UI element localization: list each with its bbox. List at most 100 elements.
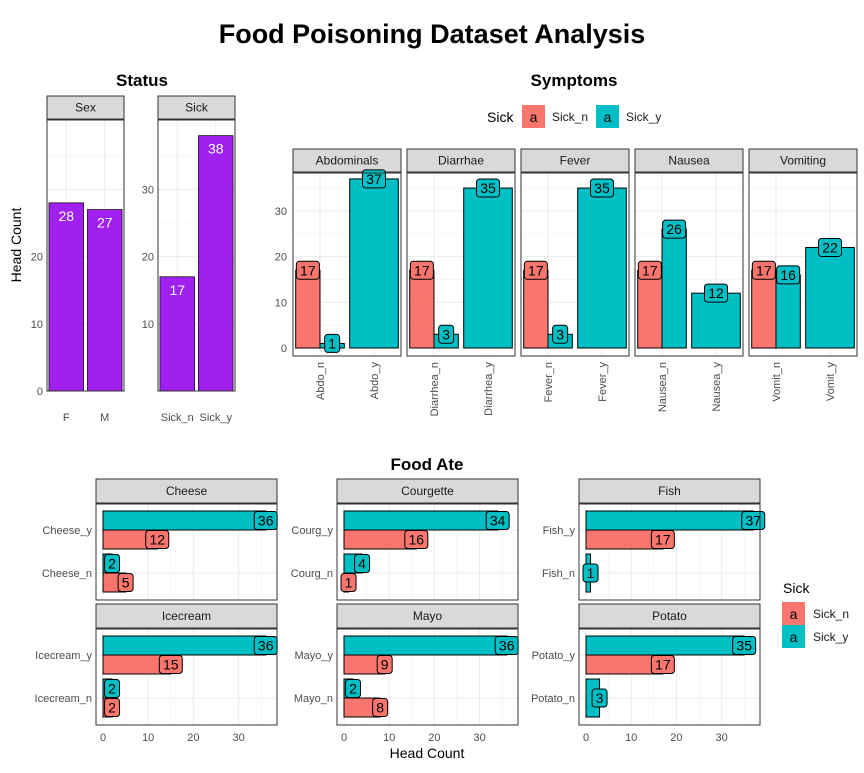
- symptoms-bar-label-sick-y: 1: [328, 335, 336, 351]
- symptoms-bar-sick-n: [523, 269, 549, 349]
- symptoms-legend-title: Sick: [487, 109, 514, 125]
- symptoms-bar-sick-y: [775, 274, 801, 349]
- status-y-tick: 10: [142, 319, 154, 331]
- food-bar-label-sick-y: 37: [745, 513, 761, 529]
- status-y-tick: 10: [31, 319, 43, 331]
- symptoms-bar-label-sick-y: 12: [708, 285, 724, 301]
- food-bar-sick-y: [102, 635, 267, 656]
- symptoms-panel-border: [634, 172, 744, 357]
- food-bar-label-sick-y-box: [345, 679, 362, 698]
- symptoms-legend-label: Sick_n: [552, 110, 588, 124]
- symptoms-panel-border: [406, 172, 516, 357]
- symptoms-x-tick: Abdo_n: [315, 362, 327, 400]
- status-panel-border: [157, 119, 236, 392]
- symptoms-bar-label-sick-y-box: [704, 283, 728, 303]
- food-bar-sick-y: [343, 510, 499, 531]
- food-bar-label-sick-n-box: [404, 530, 429, 549]
- symptoms-bar-label-sick-y-box: [552, 324, 569, 344]
- symptoms-bar-label-sick-y-box: [324, 333, 341, 353]
- food-strip-mayo: Mayo: [413, 609, 443, 623]
- symptoms-bar-label-sick-y: 26: [666, 221, 682, 237]
- symptoms-bar-label-sick-y-box: [662, 219, 687, 239]
- food-bar-label-sick-y: 4: [358, 556, 366, 572]
- symptoms-x-tick: Vomit_n: [771, 362, 783, 402]
- symptoms-bar-label-sick-n: 17: [414, 262, 430, 278]
- status-y-tick: 20: [142, 252, 154, 264]
- symptoms-strip-fever-bg: [520, 148, 630, 173]
- food-bar-label-sick-n-box: [372, 698, 389, 717]
- symptoms-x-tick: Fever_y: [597, 362, 609, 402]
- food-bar-label-sick-n: 5: [122, 575, 130, 591]
- food-bar-label-sick-n-box: [650, 530, 675, 549]
- symptoms-strip-abdominals: Abdominals: [316, 154, 379, 168]
- food-panel-border: [336, 628, 519, 726]
- food-strip-mayo-bg: [336, 603, 519, 629]
- symptoms-panel-border: [748, 172, 858, 357]
- food-bar-label-sick-y: 1: [587, 565, 595, 581]
- symptoms-bar-label-sick-n-box: [637, 260, 662, 280]
- symptoms-bar-label-sick-y-box: [438, 324, 455, 344]
- food-y-tick: Cheese_y: [42, 525, 92, 537]
- food-legend-key-glyph: a: [790, 629, 798, 645]
- symptoms-bar-label-sick-n-box: [295, 260, 320, 280]
- symptoms-x-tick: Diarrhea_n: [429, 362, 441, 416]
- status-y-tick: 20: [31, 252, 43, 264]
- symptoms-bar-label-sick-y: 3: [556, 326, 564, 342]
- food-panel-border: [95, 503, 278, 601]
- symptoms-panel-border: [520, 172, 630, 357]
- food-bar-label-sick-n: 8: [376, 700, 384, 716]
- food-bar-label-sick-y: 2: [108, 556, 116, 572]
- food-x-tick: 20: [428, 732, 440, 744]
- status-bar: [87, 209, 123, 392]
- food-bar-sick-y: [102, 510, 267, 531]
- symptoms-x-tick: Nausea_y: [711, 362, 723, 412]
- symptoms-bar-label-sick-y-box: [476, 178, 500, 198]
- food-x-tick: 30: [715, 732, 727, 744]
- food-bar-label-sick-y: 3: [596, 690, 604, 706]
- symptoms-bar-label-sick-y: 16: [780, 267, 796, 283]
- food-bar-label-sick-n: 17: [655, 532, 671, 548]
- status-strip-sex: Sex: [75, 101, 96, 115]
- food-legend-label: Sick_n: [813, 607, 849, 621]
- status-x-tick: Sick_y: [200, 412, 233, 424]
- food-bar-label-sick-y-box: [582, 563, 599, 583]
- food-x-tick: 0: [583, 732, 589, 744]
- status-x-tick: F: [63, 412, 70, 424]
- food-bar-label-sick-y: 35: [736, 638, 752, 654]
- food-legend-label: Sick_y: [813, 630, 848, 644]
- food-legend-title: Sick: [783, 580, 810, 596]
- food-bar-label-sick-n: 16: [409, 532, 425, 548]
- food-strip-icecream: Icecream: [162, 609, 211, 623]
- symptoms-legend-key: [596, 105, 619, 128]
- status-strip-sick: Sick: [185, 101, 209, 115]
- symptoms-bar-label-sick-y: 3: [442, 326, 450, 342]
- food-bar-label-sick-n: 1: [345, 575, 353, 591]
- symptoms-strip-nausea-bg: [634, 148, 744, 173]
- food-bar-label-sick-n-box: [376, 655, 393, 674]
- food-x-tick: 10: [142, 732, 154, 744]
- food-bar-label-sick-y: 36: [258, 638, 274, 654]
- food-bar-label-sick-y: 2: [108, 681, 116, 697]
- symptoms-x-tick: Fever_n: [543, 362, 555, 402]
- symptoms-bar-label-sick-y-box: [818, 237, 842, 257]
- symptoms-strip-diarrhae-bg: [406, 148, 516, 173]
- symptoms-bar-label-sick-n: 17: [756, 262, 772, 278]
- status-bar-label: 28: [58, 208, 74, 224]
- food-strip-fish-bg: [578, 478, 761, 504]
- food-y-tick: Cheese_n: [42, 568, 92, 580]
- symptoms-bar-sick-y: [805, 246, 855, 349]
- symptoms-bar-label-sick-y: 37: [366, 171, 382, 187]
- symptoms-title: Symptoms: [531, 71, 618, 90]
- symptoms-strip-vomiting-bg: [748, 148, 858, 173]
- symptoms-bar-sick-y: [463, 187, 513, 349]
- symptoms-bar-label-sick-y-box: [776, 265, 801, 285]
- main-title: Food Poisoning Dataset Analysis: [219, 19, 646, 49]
- symptoms-legend-key: [522, 105, 545, 128]
- food-bar-sick-y: [343, 635, 508, 656]
- food-bar-label-sick-n-box: [117, 573, 134, 592]
- symptoms-bar-label-sick-n: 17: [528, 262, 544, 278]
- food-y-tick: Courg_y: [291, 525, 333, 537]
- status-x-tick: M: [100, 412, 109, 424]
- food-x-tick: 30: [232, 732, 244, 744]
- symptoms-strip-vomiting: Vomiting: [780, 154, 826, 168]
